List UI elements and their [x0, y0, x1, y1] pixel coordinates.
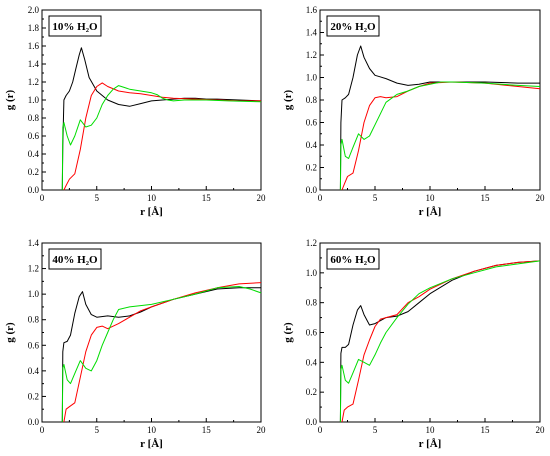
y-tick-label: 0.6 [306, 328, 318, 338]
x-tick-label: 5 [373, 193, 378, 203]
y-tick-label: 0.0 [306, 185, 318, 195]
x-tick-label: 0 [40, 193, 45, 203]
y-axis-label: g (r) [4, 322, 16, 343]
plot-frame [319, 242, 541, 423]
y-tick-label: 0.4 [28, 149, 40, 159]
series-line-1 [341, 260, 541, 423]
x-tick-label: 15 [202, 425, 212, 435]
x-tick-label: 5 [373, 425, 378, 435]
y-tick-label: 0.0 [28, 417, 40, 427]
series-line-2 [339, 260, 541, 423]
y-tick-label: 2.0 [28, 5, 40, 15]
panel-title-box [326, 248, 380, 270]
x-tick-label: 10 [147, 425, 157, 435]
x-tick-label: 20 [536, 193, 546, 203]
y-tick-label: 0.2 [306, 387, 317, 397]
panel-20pct: 0 5 10 15 20 0.0 0.2 0.4 0.6 0.8 1.0 1.2 1.4 1.6 r [Å]… [282, 5, 545, 218]
panel-60pct: 0 5 10 15 20 0.0 0.2 0.4 0.6 0.8 1.0 1.2 r [Å] g (r) 6… [282, 238, 545, 450]
panel-10pct: 0 5 10 15 20 0.0 0.2 0.4 0.6 0.8 1.0 1.2 1.4 1.6 1.8 2.… [4, 5, 266, 218]
y-axis-label: g (r) [4, 89, 16, 110]
series-line-2 [339, 81, 541, 191]
y-tick-label: 0.8 [306, 95, 318, 105]
x-tick-label: 0 [318, 193, 323, 203]
y-axis-label: g (r) [282, 89, 294, 110]
series-line-1 [341, 81, 541, 191]
x-axis-label: r [Å] [419, 438, 442, 450]
y-tick-label: 1.4 [28, 238, 40, 248]
panel-title: 60% H₂O [330, 254, 376, 266]
plot-frame [319, 9, 541, 191]
x-axis-label: r [Å] [140, 438, 163, 450]
x-axis-label: r [Å] [140, 206, 163, 218]
x-axis-label: r [Å] [419, 206, 442, 218]
y-tick-label: 0.2 [306, 163, 317, 173]
series-line-2 [61, 286, 262, 423]
y-tick-label: 0.0 [306, 417, 318, 427]
y-tick-label: 1.6 [28, 41, 40, 51]
y-tick-label: 1.0 [28, 289, 40, 299]
x-tick-label: 20 [257, 425, 267, 435]
y-tick-label: 1.4 [28, 59, 40, 69]
series-line-1 [63, 82, 261, 191]
panel-title-box [48, 15, 102, 37]
y-tick-label: 1.2 [28, 77, 39, 87]
y-tick-label: 0.4 [306, 357, 318, 367]
panel-title-box [326, 15, 380, 37]
y-tick-label: 1.8 [28, 23, 40, 33]
series-line-0 [339, 260, 541, 423]
y-axis-label: g (r) [282, 322, 294, 343]
y-tick-label: 0.4 [28, 366, 40, 376]
y-tick-label: 1.6 [306, 5, 318, 15]
y-tick-label: 0.8 [28, 315, 40, 325]
y-tick-label: 0.2 [28, 391, 39, 401]
panel-title-box [48, 248, 102, 270]
x-tick-label: 0 [318, 425, 323, 435]
y-tick-label: 0.8 [306, 298, 318, 308]
y-tick-label: 0.8 [28, 113, 40, 123]
panel-title: 20% H₂O [330, 21, 376, 33]
series-line-0 [339, 45, 540, 191]
y-tick-label: 1.2 [306, 238, 317, 248]
y-tick-label: 1.0 [306, 268, 318, 278]
x-tick-label: 0 [40, 425, 45, 435]
x-tick-label: 5 [95, 193, 100, 203]
y-tick-label: 0.6 [28, 131, 40, 141]
panel-40pct: 0 5 10 15 20 0.0 0.2 0.4 0.6 0.8 1.0 1.2 1.4 r [Å] g (… [4, 238, 266, 450]
series-line-0 [61, 47, 262, 191]
y-tick-label: 0.4 [306, 140, 318, 150]
panel-title: 10% H₂O [52, 21, 98, 33]
x-tick-label: 15 [481, 193, 491, 203]
y-tick-label: 1.0 [306, 73, 318, 83]
series-line-1 [63, 282, 262, 423]
y-tick-label: 0.0 [28, 185, 40, 195]
panel-title: 40% H₂O [52, 254, 98, 266]
plot-frame [41, 242, 262, 423]
y-tick-label: 1.2 [28, 264, 39, 274]
x-tick-label: 10 [426, 193, 436, 203]
x-tick-label: 20 [257, 193, 267, 203]
y-tick-label: 1.2 [306, 50, 317, 60]
x-tick-label: 5 [95, 425, 100, 435]
y-tick-label: 1.4 [306, 28, 318, 38]
y-tick-label: 1.0 [28, 95, 40, 105]
series-line-2 [61, 85, 262, 191]
series-line-0 [61, 287, 261, 423]
y-tick-label: 0.2 [28, 167, 39, 177]
x-tick-label: 10 [426, 425, 436, 435]
x-tick-label: 15 [202, 193, 212, 203]
y-tick-label: 0.6 [28, 340, 40, 350]
y-tick-label: 0.6 [306, 118, 318, 128]
x-tick-label: 20 [536, 425, 546, 435]
x-tick-label: 10 [147, 193, 157, 203]
x-tick-label: 15 [481, 425, 491, 435]
